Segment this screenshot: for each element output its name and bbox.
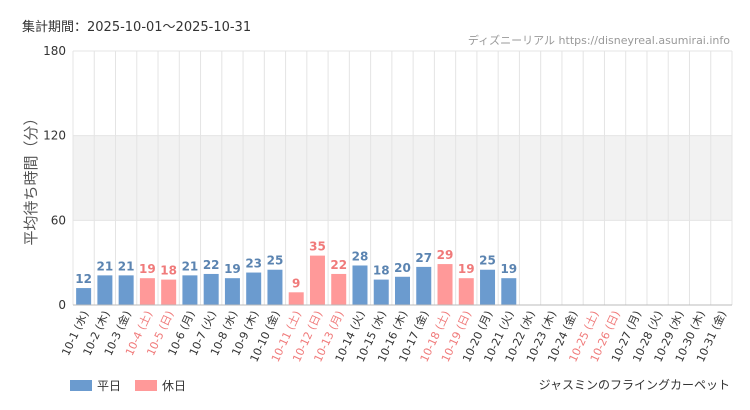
bar [182, 275, 198, 305]
bar-value-label: 25 [267, 254, 284, 268]
bar-value-label: 23 [245, 257, 262, 271]
bar [416, 266, 432, 305]
y-tick-label: 120 [43, 129, 66, 143]
attraction-name: ジャスミンのフライングカーペット [539, 378, 730, 392]
bar-value-label: 18 [373, 264, 390, 278]
source-label: ディズニーリアル https://disneyreal.asumirai.inf… [468, 33, 730, 47]
bar [224, 278, 240, 305]
bar-value-label: 19 [458, 262, 475, 276]
bar [458, 278, 474, 305]
y-tick-label: 180 [43, 44, 66, 58]
bar-value-label: 21 [118, 259, 135, 273]
bar-value-label: 21 [97, 259, 114, 273]
y-axis-label: 平均待ち時間（分） [22, 110, 40, 245]
bar-value-label: 22 [330, 258, 347, 272]
bar [395, 276, 410, 305]
legend-swatch-holiday [135, 380, 157, 391]
bar [118, 275, 134, 305]
bar [203, 273, 219, 305]
bar-value-label: 25 [479, 254, 496, 268]
shaded-band [73, 135, 732, 221]
bar-value-label: 19 [500, 262, 517, 276]
legend-swatch-weekday [70, 380, 92, 391]
bar-value-label: 19 [139, 262, 156, 276]
bar-value-label: 21 [182, 259, 199, 273]
y-tick-label: 0 [58, 298, 66, 312]
bar-value-label: 20 [394, 261, 411, 275]
bar-value-label: 29 [437, 248, 454, 262]
bar-value-label: 35 [309, 240, 326, 254]
y-tick-label: 60 [51, 213, 66, 227]
bar [288, 292, 304, 305]
bar [139, 278, 155, 305]
bar [501, 278, 517, 305]
bar-value-label: 27 [415, 251, 432, 265]
bar [97, 275, 113, 305]
bar [373, 279, 389, 305]
legend: 平日 休日 [70, 379, 186, 393]
bar [480, 269, 496, 305]
bar [352, 265, 368, 305]
bar [161, 279, 177, 305]
bar-value-label: 9 [292, 276, 300, 290]
bar [437, 264, 453, 305]
bar [76, 288, 92, 305]
period-label: 集計期間：2025-10-01～2025-10-31 [22, 19, 251, 35]
legend-label-weekday: 平日 [97, 379, 121, 393]
bar [309, 255, 325, 305]
legend-label-holiday: 休日 [162, 379, 186, 393]
bar-value-label: 22 [203, 258, 220, 272]
bar-value-label: 12 [75, 272, 92, 286]
bar [267, 269, 283, 305]
bar-value-label: 19 [224, 262, 241, 276]
bar-value-label: 18 [160, 264, 177, 278]
bar [331, 273, 347, 305]
bar-value-label: 28 [352, 249, 369, 263]
bar [246, 272, 262, 305]
